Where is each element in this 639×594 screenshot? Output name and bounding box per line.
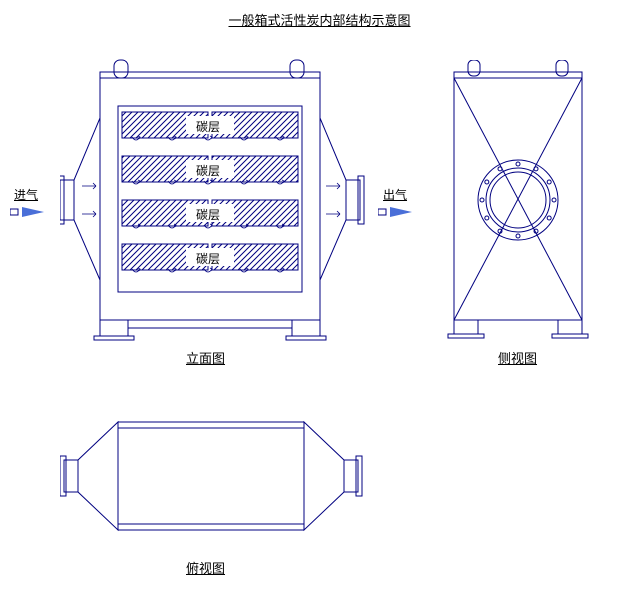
- top-label: 俯视图: [186, 558, 225, 577]
- side-label: 侧视图: [498, 348, 537, 367]
- page-title: 一般箱式活性炭内部结构示意图: [228, 10, 410, 29]
- top-view: [60, 408, 370, 548]
- carbon-layer-label: 碳层: [196, 206, 220, 223]
- carbon-layer-label: 碳层: [196, 250, 220, 267]
- carbon-layer-label: 碳层: [196, 118, 220, 135]
- carbon-layer-label: 碳层: [196, 162, 220, 179]
- outlet-label: 出气: [383, 186, 407, 203]
- inlet-arrow-icon: [10, 205, 52, 219]
- inlet-label: 进气: [14, 186, 38, 203]
- side-view: [438, 60, 603, 345]
- elevation-label: 立面图: [186, 348, 225, 367]
- elevation-view: [60, 58, 370, 348]
- outlet-arrow-icon: [378, 205, 420, 219]
